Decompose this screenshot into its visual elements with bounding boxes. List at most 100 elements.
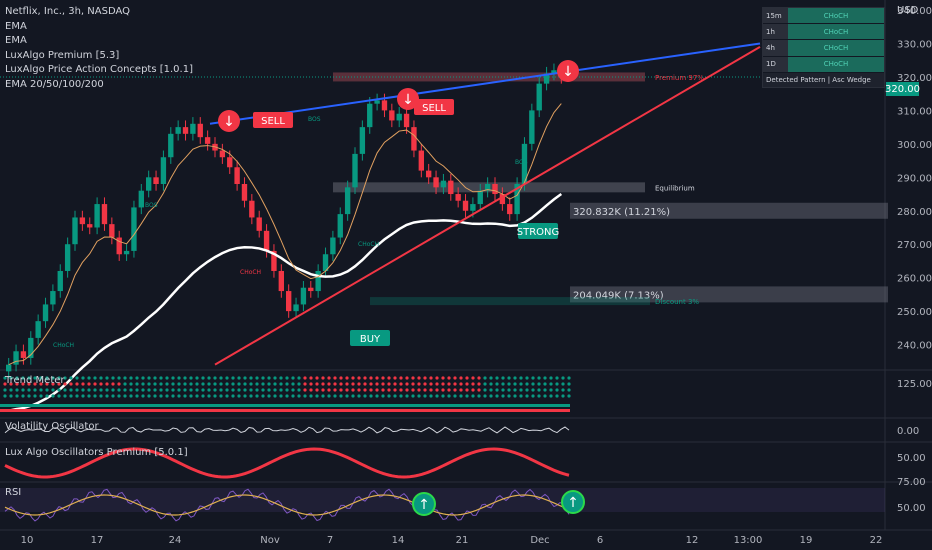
x-tick-label: 10 [21,535,34,546]
candle-body [204,137,211,144]
trend-dot [435,376,439,380]
trend-dot [375,388,379,392]
trend-dot [399,382,403,386]
trend-dot [87,388,91,392]
candle-body [64,244,71,271]
trend-dot [171,394,175,398]
trend-dot [75,376,79,380]
trend-dot [315,376,319,380]
wedge-lower-line [214,45,761,366]
trend-dot [399,388,403,392]
trend-dot [117,382,121,386]
trend-dot [201,376,205,380]
trend-dot [57,376,61,380]
trend-dot [321,388,325,392]
tf-label: 4h [763,40,788,56]
legend-line-ema-1: EMA [5,20,27,32]
trend-dot [303,376,307,380]
trend-dot [495,382,499,386]
trend-dot [513,382,517,386]
trend-dot [183,394,187,398]
trend-dot [561,388,565,392]
trend-dot [3,382,7,386]
trend-dot [327,382,331,386]
trend-dot [141,388,145,392]
trend-dot [537,394,541,398]
structure-label: BOS [515,159,528,166]
trend-dot [501,376,505,380]
trend-dot [399,376,403,380]
trend-dot [285,394,289,398]
trend-dot [513,376,517,380]
zone-label: Premium 97% [655,74,704,82]
trend-dot [465,376,469,380]
trend-dot [129,388,133,392]
trend-dot [51,388,55,392]
structure-label: CHoCH [358,241,379,248]
trend-dot [309,382,313,386]
candle-body [138,190,144,208]
trend-dot [273,376,277,380]
rsi-line [4,488,570,522]
zone-box [570,286,888,303]
trend-dot [171,382,175,386]
trend-dot [435,382,439,386]
trend-dot [171,376,175,380]
trend-dot [159,394,163,398]
trend-dot [525,376,529,380]
trend-dot [303,388,307,392]
y-tick-label: 270.00 [897,240,932,251]
trend-dot [135,388,139,392]
trend-dot [429,382,433,386]
trend-dot [105,388,109,392]
trend-dot [213,382,217,386]
trend-dot [555,376,559,380]
trend-dot [201,388,205,392]
trend-dot [219,376,223,380]
candle-body [50,291,56,305]
trend-dot [129,382,133,386]
tf-status: CHoCH [788,40,884,56]
trend-dot [177,376,181,380]
structure-label: BOS [308,116,321,123]
tf-status: CHoCH [788,24,884,40]
trend-dot [123,382,127,386]
up-arrow-icon [561,490,585,514]
signal-box [350,330,390,346]
trend-dot [111,388,115,392]
trend-dot [117,388,121,392]
trend-dot [171,388,175,392]
trend-dot [435,388,439,392]
trend-dot [381,376,385,380]
ema-200-line [8,193,563,412]
trend-dot [303,394,307,398]
signal-box [518,223,558,239]
candle-body [116,237,122,255]
trend-dot [441,376,445,380]
candle-body [477,190,483,205]
candle-body [28,337,34,358]
candle-body [197,123,203,138]
trend-dot [81,376,85,380]
trend-dot [219,382,223,386]
trend-dot [441,382,445,386]
trend-dot [543,388,547,392]
candle-body [249,200,255,218]
trend-dot [99,376,103,380]
trend-dot [495,388,499,392]
trend-dot [75,394,79,398]
trend-dot [513,388,517,392]
trend-dot [45,394,49,398]
trend-dot [309,376,313,380]
trend-dot [327,388,331,392]
candle-body [293,304,299,312]
trend-dot [381,382,385,386]
trend-dot [225,376,229,380]
trend-dot [339,388,343,392]
trend-dot [255,382,259,386]
trend-dot [39,394,43,398]
trend-dot [477,394,481,398]
candle-body [234,167,240,184]
tf-label: 1D [763,56,788,72]
